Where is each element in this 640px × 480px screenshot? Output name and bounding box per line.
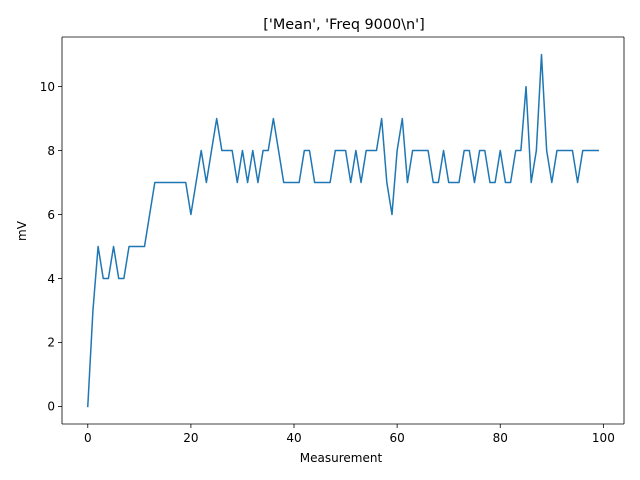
x-axis-label: Measurement [300, 451, 383, 465]
x-tick-label: 100 [592, 431, 615, 445]
y-axis-label: mV [15, 220, 29, 241]
x-tick-label: 80 [493, 431, 508, 445]
x-tick-label: 40 [286, 431, 301, 445]
chart-title: ['Mean', 'Freq 9000\n'] [263, 17, 424, 33]
y-tick-label: 2 [47, 336, 55, 350]
series-line-0 [86, 53, 599, 408]
x-tick-label: 20 [183, 431, 198, 445]
y-tick-label: 6 [47, 208, 55, 222]
y-tick-label: 4 [47, 272, 55, 286]
x-tick-label: 60 [389, 431, 404, 445]
plot-area: 0 20 40 60 80 100 0 2 4 6 8 10 [40, 36, 625, 445]
y-tick-label: 8 [47, 144, 55, 158]
y-tick-label: 0 [47, 400, 55, 414]
x-tick-label: 0 [84, 431, 92, 445]
y-tick-label: 10 [40, 80, 55, 94]
